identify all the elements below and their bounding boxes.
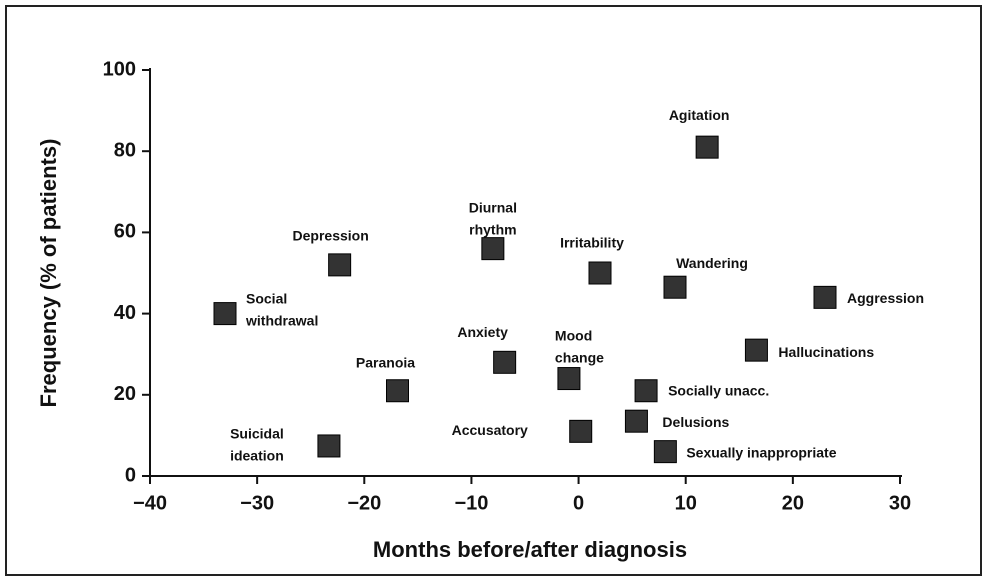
x-tick-label: 0 <box>573 492 584 514</box>
y-tick-label: 100 <box>103 58 136 80</box>
point-label: Wandering <box>676 255 748 271</box>
point-label: Hallucinations <box>778 344 874 360</box>
x-axis-label: Months before/after diagnosis <box>373 537 687 562</box>
point-label: Paranoia <box>356 354 415 370</box>
point-label: Social <box>246 290 287 306</box>
marker <box>317 434 341 458</box>
x-tick-label: −20 <box>347 492 381 514</box>
marker <box>634 379 658 403</box>
point-label: Mood <box>555 327 592 343</box>
x-tick-label: 20 <box>782 492 804 514</box>
marker <box>813 285 837 309</box>
marker <box>653 440 677 464</box>
point-label: Anxiety <box>457 324 508 340</box>
point-label: Suicidal <box>230 426 284 442</box>
x-tick-label: −30 <box>240 492 274 514</box>
x-tick-label: −40 <box>133 492 167 514</box>
y-axis-label: Frequency (% of patients) <box>36 139 61 408</box>
x-tick-label: −10 <box>454 492 488 514</box>
point-label: Depression <box>293 228 369 244</box>
marker <box>213 302 237 326</box>
marker <box>557 367 581 391</box>
point-label: change <box>555 349 604 365</box>
point-label: rhythm <box>469 221 516 237</box>
y-tick-label: 0 <box>125 464 136 486</box>
marker <box>588 261 612 285</box>
point-label: Aggression <box>847 290 924 306</box>
x-tick-label: 10 <box>675 492 697 514</box>
point-label: ideation <box>230 448 284 464</box>
marker <box>744 338 768 362</box>
marker <box>328 253 352 277</box>
point-label: Sexually inappropriate <box>686 444 836 460</box>
point-label: Irritability <box>560 235 624 251</box>
marker <box>386 379 409 403</box>
point-label: withdrawal <box>245 312 318 328</box>
x-tick-label: 30 <box>889 492 911 514</box>
marker <box>569 419 593 443</box>
marker <box>695 135 719 159</box>
y-tick-label: 40 <box>114 302 136 324</box>
point-label: Accusatory <box>452 422 528 438</box>
y-tick-label: 80 <box>114 139 136 161</box>
marker <box>493 350 517 374</box>
point-label: Delusions <box>662 414 729 430</box>
marker <box>663 275 687 299</box>
marker <box>481 237 505 261</box>
frame <box>5 5 982 576</box>
point-label: Socially unacc. <box>668 382 769 398</box>
point-label: Agitation <box>669 107 730 123</box>
point-label: Diurnal <box>469 199 517 215</box>
y-tick-label: 60 <box>114 221 136 243</box>
marker <box>624 409 648 433</box>
y-tick-label: 20 <box>114 383 136 405</box>
